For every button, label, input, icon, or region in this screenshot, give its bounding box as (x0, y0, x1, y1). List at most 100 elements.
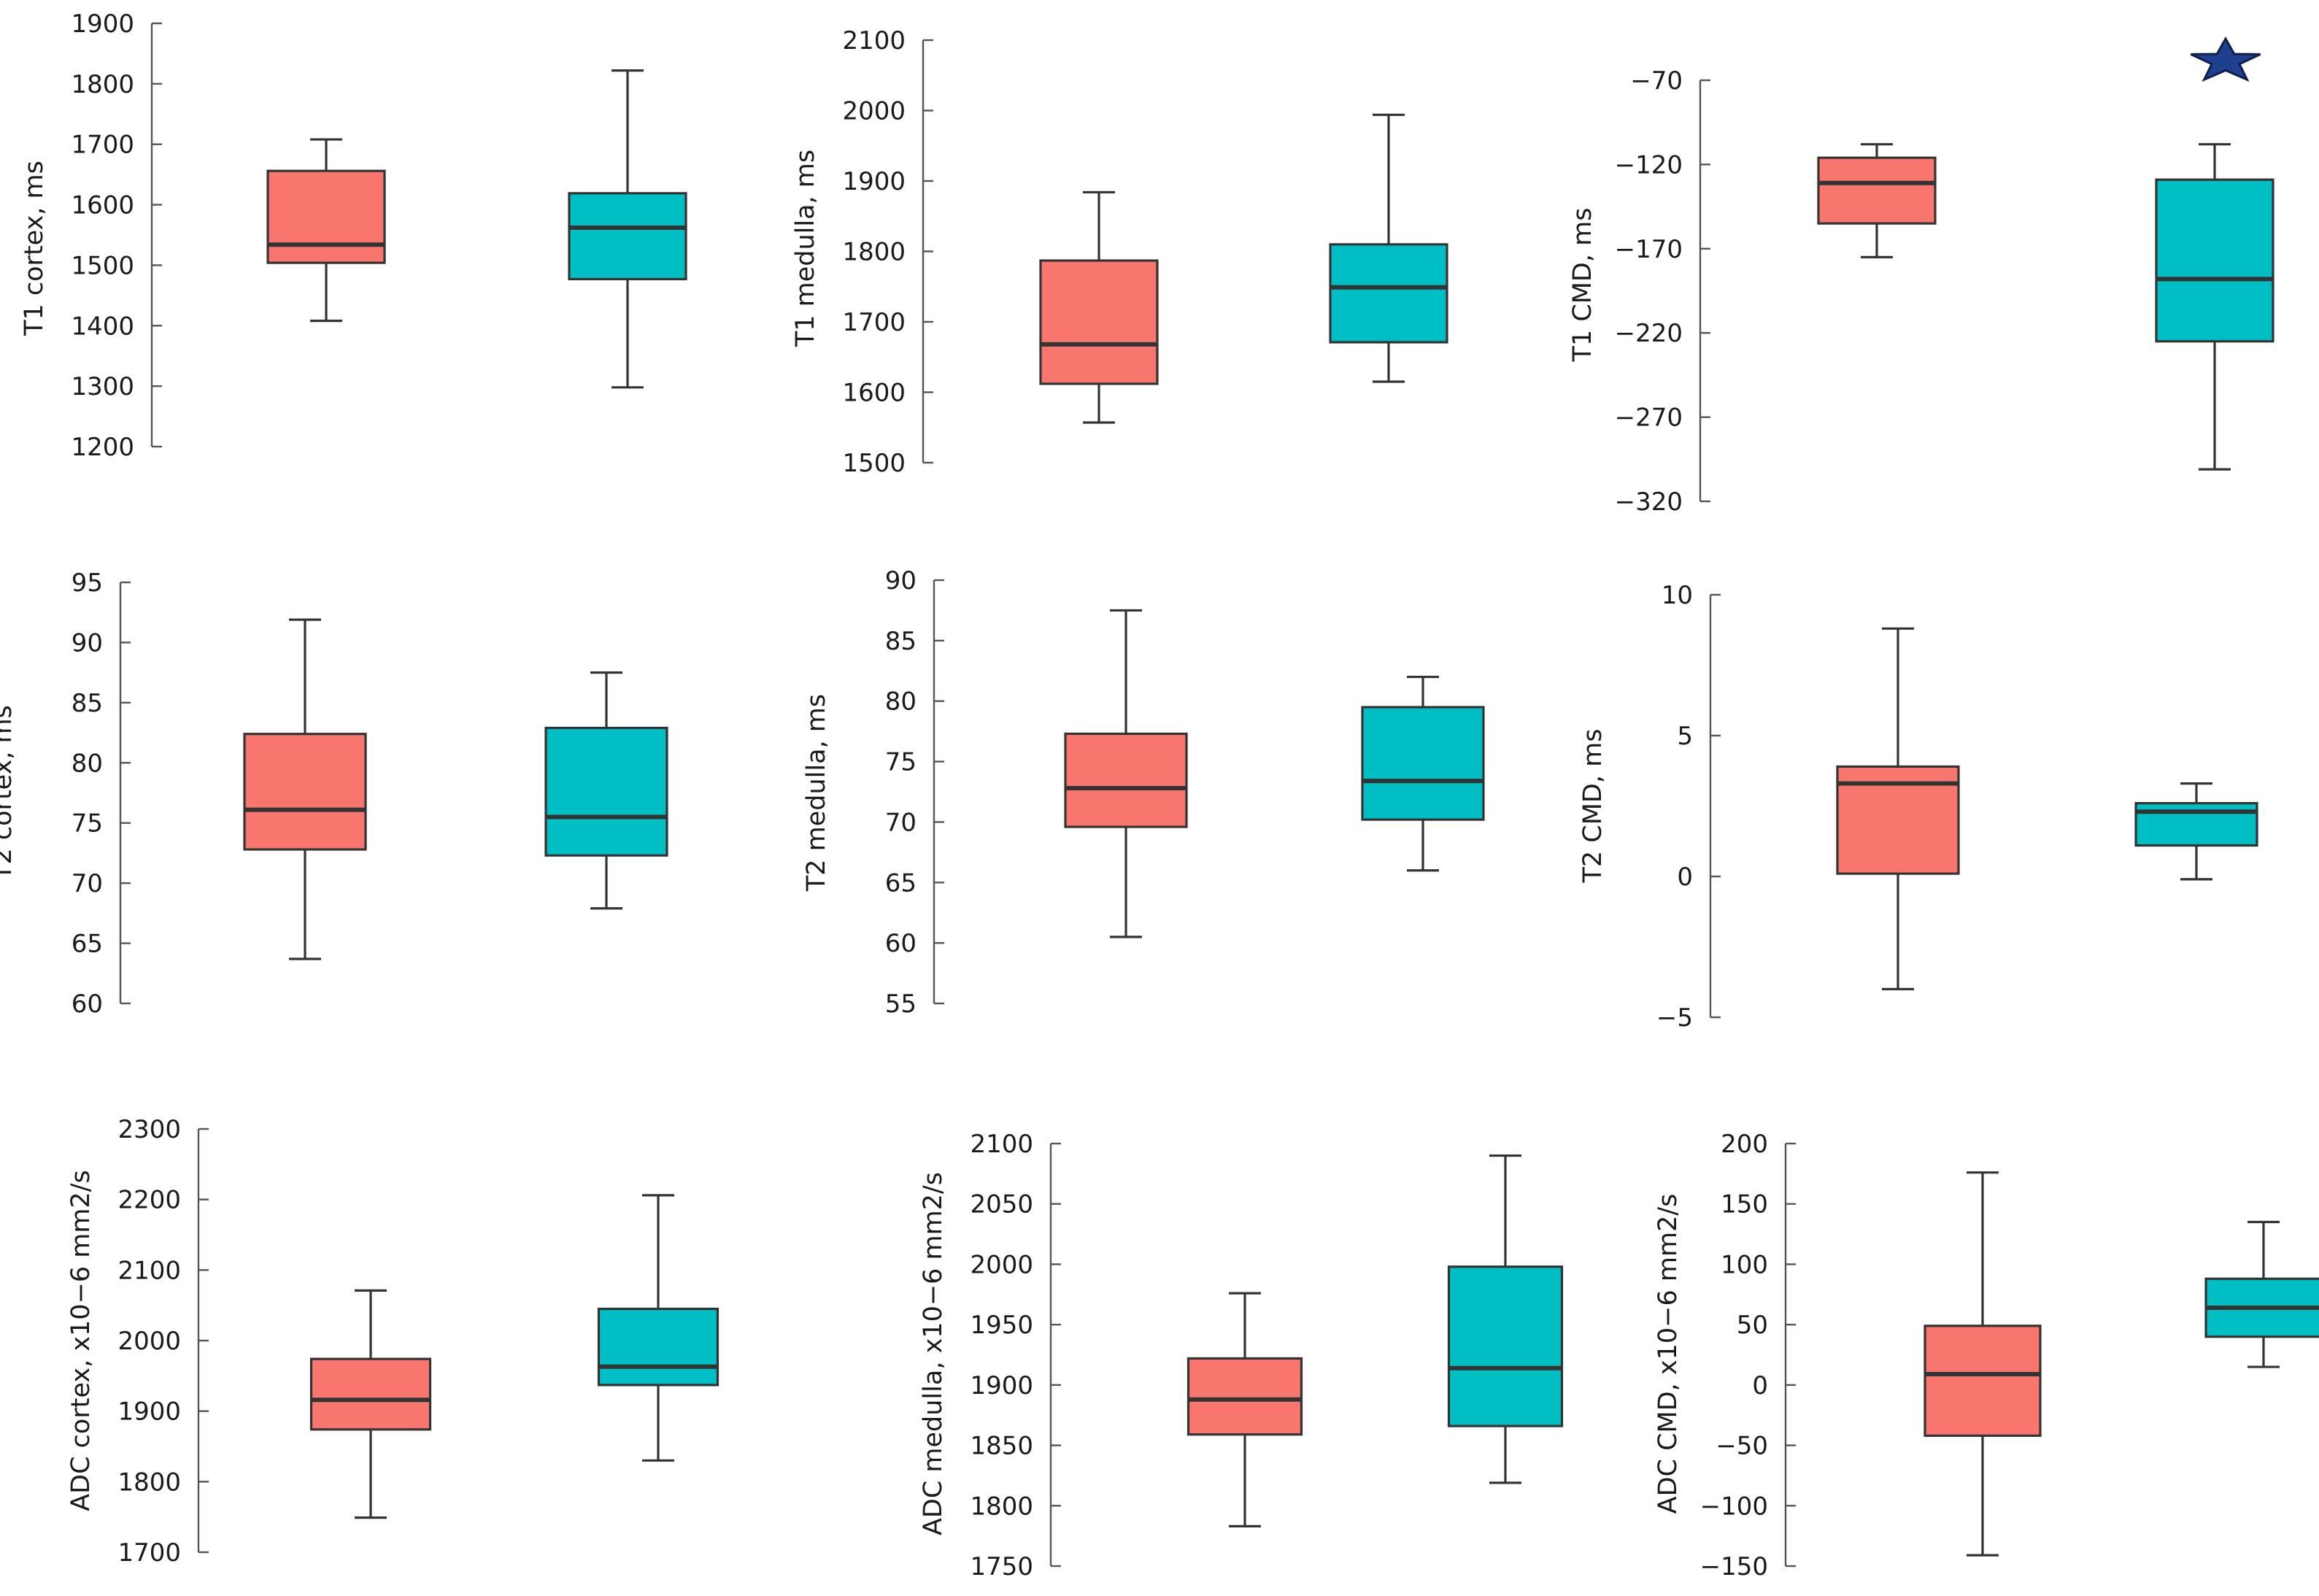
y-tick-label: 80 (72, 749, 103, 778)
box-group-b (1329, 113, 1448, 383)
y-tick-label: 75 (72, 809, 103, 839)
y-tick-label: 70 (885, 808, 917, 837)
y-tick-label: 1800 (71, 70, 134, 99)
y-tick-label: 65 (885, 868, 917, 898)
y-tick-label: 2100 (970, 1130, 1033, 1159)
y-tick-label: 2000 (842, 97, 906, 126)
y-tick-label: 60 (885, 929, 917, 958)
iqr-box (2155, 178, 2274, 343)
y-tick-label: 2000 (117, 1327, 181, 1356)
y-tick-label: 1600 (842, 379, 906, 408)
y-tick-label: 55 (885, 990, 917, 1019)
y-tick-label: 1900 (842, 167, 906, 196)
panel-5: 55 60 65 70 75 80 85 90 T2 medulla, ms (802, 566, 1485, 1019)
significance-star-icon (2190, 36, 2261, 82)
iqr-box (309, 1357, 432, 1431)
y-tick-label: 0 (1677, 863, 1693, 892)
box-group-a (309, 1289, 432, 1519)
y-axis-title: T2 medulla, ms (802, 694, 831, 892)
y-axis-title: T1 cortex, ms (20, 161, 49, 336)
y-tick-label: 60 (72, 990, 103, 1019)
y-tick-label: −120 (1615, 150, 1683, 180)
y-tick-label: 65 (72, 930, 103, 959)
panel-4: 60 65 70 75 80 85 90 95 T2 cortex, ms (0, 568, 668, 1019)
box-group-a (1817, 143, 1937, 258)
y-tick-label: 90 (885, 566, 917, 595)
iqr-box (1329, 243, 1448, 344)
y-tick-label: 1750 (970, 1552, 1033, 1581)
y-tick-label: 1700 (71, 131, 134, 160)
y-tick-label: 2050 (970, 1190, 1033, 1219)
y-tick-label: 85 (72, 689, 103, 718)
y-tick-label: 85 (885, 627, 917, 656)
y-tick-label: 2200 (117, 1186, 181, 1215)
iqr-box (1064, 732, 1188, 828)
iqr-box (1361, 706, 1485, 821)
y-tick-label: 1500 (842, 449, 906, 478)
panel-2: 1500 1600 1700 1800 1900 2000 2100 T1 medulla, … (791, 26, 1448, 478)
y-tick-label: 90 (72, 628, 103, 658)
panel-6: −5 0 5 10 T2 CMD, ms (1578, 581, 2258, 1033)
box-group-b (2204, 1220, 2319, 1368)
box-group-b (597, 1194, 719, 1462)
y-tick-label: 95 (72, 568, 103, 598)
iqr-box (544, 726, 668, 857)
y-tick-label: 80 (885, 687, 917, 717)
box-group-a (1039, 190, 1159, 424)
y-tick-label: −270 (1615, 404, 1683, 433)
y-tick-label: −170 (1615, 235, 1683, 264)
y-tick-label: 2300 (117, 1115, 181, 1144)
panel-1: 1200 1300 1400 1500 1600 1700 1800 1900 T1 corte… (20, 9, 687, 462)
y-tick-label: 1700 (842, 308, 906, 337)
y-axis-title: T1 CMD, ms (1568, 208, 1597, 363)
y-tick-label: 200 (1721, 1130, 1768, 1159)
iqr-box (597, 1307, 719, 1387)
y-axis-title: T1 medulla, ms (791, 150, 820, 347)
y-tick-label: 1800 (117, 1468, 181, 1497)
iqr-box (1186, 1357, 1303, 1436)
y-tick-label: 1400 (71, 312, 134, 341)
y-tick-label: 70 (72, 869, 103, 898)
y-axis-title: ADC CMD, x10−6 mm2/s (1654, 1194, 1683, 1514)
y-tick-label: 1500 (71, 251, 134, 280)
y-tick-label: 1700 (117, 1538, 181, 1568)
y-tick-label: 0 (1752, 1371, 1768, 1400)
y-tick-label: −5 (1656, 1003, 1693, 1033)
box-group-b (544, 671, 668, 910)
y-tick-label: 1900 (71, 9, 134, 39)
box-group-b (1361, 675, 1485, 872)
y-tick-label: −70 (1630, 66, 1683, 96)
y-tick-label: 2000 (970, 1250, 1033, 1279)
y-tick-label: 100 (1721, 1250, 1768, 1279)
panel-8: 1750 1800 1850 1900 1950 2000 2050 2100 ADC medu… (919, 1130, 1564, 1581)
y-tick-label: −50 (1716, 1432, 1768, 1461)
box-group-b (568, 69, 687, 389)
iqr-box (266, 169, 386, 264)
box-group-a (1064, 609, 1188, 938)
box-group-a (1186, 1292, 1303, 1528)
iqr-box (243, 733, 367, 851)
y-tick-label: 10 (1662, 581, 1693, 610)
iqr-box (568, 192, 687, 281)
y-axis-title: T2 cortex, ms (0, 705, 18, 881)
panel-7: 1700 1800 1900 2000 2100 2200 2300 ADC cortex, … (66, 1115, 719, 1568)
y-tick-label: 1950 (970, 1311, 1033, 1340)
panel-3: −320 −270 −220 −170 −120 −70 T1 CMD, ms (1568, 36, 2274, 517)
y-tick-label: −100 (1700, 1492, 1768, 1521)
y-tick-label: −320 (1615, 487, 1683, 517)
y-tick-label: 1850 (970, 1432, 1033, 1461)
iqr-box (1447, 1265, 1564, 1427)
y-axis-title: ADC cortex, x10−6 mm2/s (66, 1170, 96, 1511)
y-tick-label: −150 (1700, 1552, 1768, 1581)
y-tick-label: 1600 (71, 191, 134, 220)
y-tick-label: 50 (1737, 1311, 1768, 1340)
box-group-b (2134, 782, 2258, 881)
iqr-box (1924, 1325, 2042, 1437)
box-group-b (1447, 1154, 1564, 1484)
box-group-a (1836, 627, 1960, 991)
box-group-a (1924, 1171, 2042, 1557)
y-axis-title: ADC medulla, x10−6 mm2/s (919, 1172, 948, 1535)
y-tick-label: 1800 (970, 1492, 1033, 1521)
y-axis-title: T2 CMD, ms (1578, 729, 1608, 884)
